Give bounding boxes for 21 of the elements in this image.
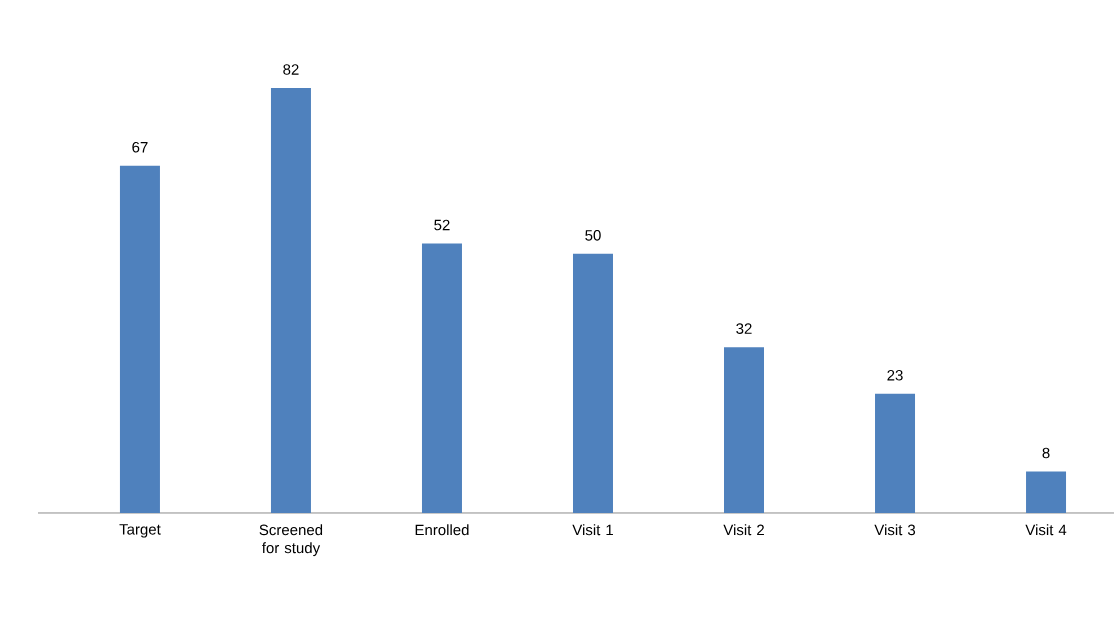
data-label: 82 — [283, 64, 299, 75]
data-label: 67 — [132, 141, 148, 153]
x-tick-label: Enrolled — [415, 524, 469, 536]
bar — [875, 393, 916, 513]
x-tick-label: Visit 4 — [1025, 524, 1067, 536]
data-label: 8 — [1042, 447, 1050, 459]
bar — [572, 253, 613, 513]
data-label: 23 — [887, 369, 903, 381]
data-label: 32 — [736, 323, 752, 334]
x-tick-label: Screened for study — [259, 524, 323, 557]
x-tick-label: Visit 2 — [723, 524, 764, 536]
bar — [421, 243, 462, 513]
bar — [270, 87, 311, 513]
bar — [119, 165, 160, 513]
x-tick-label: Visit 3 — [874, 524, 916, 536]
bar — [724, 347, 765, 513]
data-label: 50 — [585, 230, 601, 241]
bar — [1026, 471, 1067, 513]
x-tick-label: Visit 1 — [572, 524, 613, 536]
x-tick-label: Target — [119, 524, 161, 538]
data-label: 52 — [434, 219, 450, 231]
